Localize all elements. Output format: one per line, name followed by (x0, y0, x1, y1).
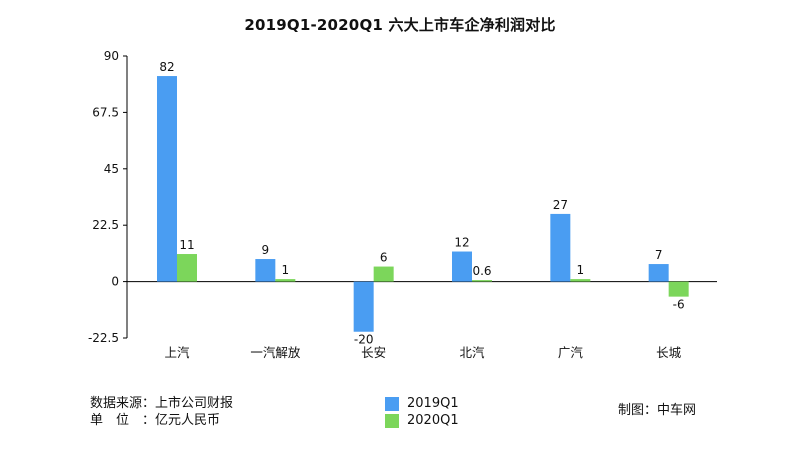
data-label: 0.6 (472, 264, 491, 278)
data-label: 1 (282, 263, 290, 277)
bar-2020q1 (668, 281, 689, 297)
bar-2019q1 (353, 281, 374, 332)
data-label: -6 (673, 298, 685, 312)
bar-2020q1 (472, 280, 492, 282)
bar-2019q1 (648, 264, 669, 282)
x-tick-label: 长城 (656, 345, 682, 360)
chart-legend: 2019Q1 2020Q1 (385, 395, 459, 429)
bar-2019q1 (157, 76, 177, 282)
bar-2020q1 (177, 254, 197, 282)
data-label: 82 (159, 60, 174, 74)
chart-footnote: 数据来源：上市公司财报 单 位 ：亿元人民币 (90, 395, 233, 429)
data-label: 1 (577, 263, 585, 277)
x-tick-label: 一汽解放 (250, 345, 301, 360)
data-label: -20 (354, 333, 374, 347)
x-tick-label: 上汽 (164, 345, 190, 360)
source-note: 数据来源：上市公司财报 (90, 396, 234, 411)
x-tick-label: 长安 (361, 345, 386, 360)
data-label: 6 (380, 251, 388, 265)
data-label: 12 (454, 236, 469, 250)
y-tick-label: 45 (104, 162, 119, 176)
legend-label-2019q1: 2019Q1 (407, 396, 459, 411)
bar-2019q1 (255, 259, 276, 282)
bar-2019q1 (550, 213, 571, 282)
legend-swatch-2019q1 (385, 396, 399, 411)
legend-label-2020q1: 2020Q1 (407, 413, 459, 428)
data-label: 11 (179, 238, 194, 252)
chart-credit: 制图：中车网 (618, 403, 697, 418)
x-tick-label: 广汽 (558, 345, 584, 360)
bar-2019q1 (452, 251, 472, 282)
bar-2020q1 (570, 279, 591, 282)
y-tick-label: -22.5 (88, 331, 119, 345)
bar-2020q1 (275, 279, 296, 282)
x-tick-label: 北汽 (459, 345, 485, 360)
chart-title: 2019Q1-2020Q1 六大上市车企净利润对比 (244, 16, 556, 34)
data-label: 7 (655, 248, 663, 262)
legend-item-2019q1: 2019Q1 (385, 395, 459, 412)
legend-item-2020q1: 2020Q1 (385, 412, 459, 429)
y-tick-label: 0 (111, 275, 119, 289)
data-label: 9 (262, 243, 270, 257)
legend-swatch-2020q1 (385, 413, 399, 428)
bar-2020q1 (373, 266, 394, 282)
y-tick-label: 67.5 (92, 105, 119, 119)
y-tick-label: 90 (104, 49, 119, 63)
unit-note: 单 位 ：亿元人民币 (90, 413, 221, 428)
data-label: 27 (553, 198, 568, 212)
y-tick-label: 22.5 (92, 218, 119, 232)
